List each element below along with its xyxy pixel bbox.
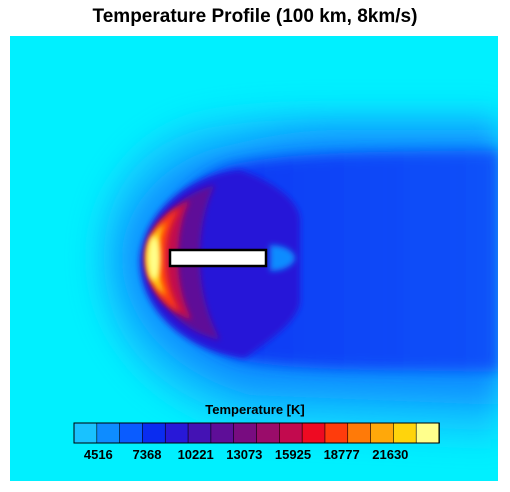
colorbar-cell	[415, 422, 440, 444]
colorbar-tick-label: 21630	[372, 447, 408, 462]
colorbar-cell	[279, 422, 303, 444]
colorbar-tick-label: 4516	[84, 447, 113, 462]
colorbar-cell	[370, 422, 395, 444]
colorbar-tick-label: 15925	[275, 447, 311, 462]
colorbar-tick-label: 18777	[324, 447, 360, 462]
wake-bubble	[270, 245, 295, 271]
colorbar-frame	[73, 422, 440, 444]
colorbar-tick-label: 13073	[226, 447, 262, 462]
colorbar-cell	[73, 422, 98, 444]
colorbar	[73, 422, 440, 444]
colorbar-cell	[210, 422, 235, 444]
colorbar-cell	[256, 422, 281, 444]
colorbar-tick-label: 10221	[178, 447, 214, 462]
colorbar-cell	[347, 422, 372, 444]
colorbar-cell	[393, 422, 417, 444]
colorbar-cell	[119, 422, 144, 444]
colorbar-cell	[96, 422, 121, 444]
colorbar-ticks: 4516 7368 10221 13073 15925 18777 21630	[84, 447, 409, 462]
chart-title: Temperature Profile (100 km, 8km/s)	[92, 6, 418, 27]
colorbar-cell	[142, 422, 167, 444]
colorbar-cell	[187, 422, 212, 444]
vehicle-body	[168, 248, 268, 268]
colorbar-label: Temperature [K]	[205, 402, 304, 417]
colorbar-cell	[233, 422, 258, 444]
stagnation-peak	[148, 236, 160, 280]
colorbar-cell	[324, 422, 349, 444]
colorbar-cell	[164, 422, 189, 444]
colorbar-tick-label: 7368	[133, 447, 162, 462]
colorbar-cell	[301, 422, 326, 444]
